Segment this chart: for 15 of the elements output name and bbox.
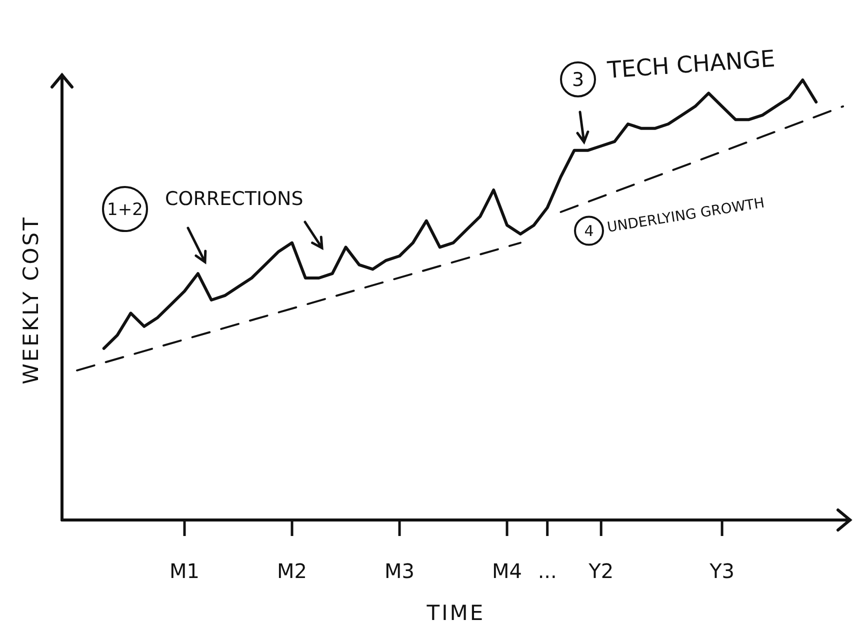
- annotation: TECH CHANGE: [606, 46, 776, 84]
- annotation: 3: [572, 69, 584, 91]
- x-tick-label: M1: [170, 559, 200, 584]
- x-tick-label: Y2: [588, 559, 614, 584]
- x-tick-label: M4: [492, 559, 522, 584]
- x-tick-label: M2: [277, 559, 308, 584]
- y-axis-title: WEEKLY COST: [19, 216, 43, 384]
- annotation: UNDERLYING GROWTH: [606, 195, 766, 236]
- x-tick-label: M3: [384, 559, 415, 584]
- annotation: CORRECTIONS: [165, 188, 304, 210]
- annotation: 4: [584, 222, 594, 240]
- x-tick-label: ...: [538, 559, 557, 584]
- x-axis-title: TIME: [426, 601, 486, 625]
- annotation: 1+2: [107, 200, 143, 220]
- x-tick-label: Y3: [708, 559, 735, 584]
